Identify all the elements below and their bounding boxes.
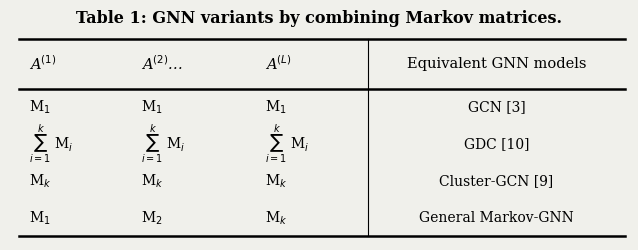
Text: M$_2$: M$_2$: [141, 209, 163, 226]
Text: Cluster-GCN [9]: Cluster-GCN [9]: [440, 174, 554, 188]
Text: M$_1$: M$_1$: [141, 98, 163, 116]
Text: A$^{(2)}$...: A$^{(2)}$...: [141, 54, 182, 73]
Text: M$_k$: M$_k$: [265, 172, 287, 190]
Text: A$^{(1)}$: A$^{(1)}$: [29, 54, 56, 73]
Text: Equivalent GNN models: Equivalent GNN models: [406, 57, 586, 71]
Text: M$_1$: M$_1$: [29, 209, 50, 226]
Text: $\sum_{i=1}^{k}$ M$_i$: $\sum_{i=1}^{k}$ M$_i$: [265, 122, 309, 166]
Text: M$_1$: M$_1$: [29, 98, 50, 116]
Text: $\sum_{i=1}^{k}$ M$_i$: $\sum_{i=1}^{k}$ M$_i$: [29, 122, 73, 166]
Text: A$^{(L)}$: A$^{(L)}$: [265, 54, 292, 73]
Text: M$_1$: M$_1$: [265, 98, 286, 116]
Text: Table 1: GNN variants by combining Markov matrices.: Table 1: GNN variants by combining Marko…: [76, 10, 562, 27]
Text: General Markov-GNN: General Markov-GNN: [419, 211, 574, 225]
Text: M$_k$: M$_k$: [141, 172, 163, 190]
Text: GDC [10]: GDC [10]: [464, 137, 529, 151]
Text: M$_k$: M$_k$: [29, 172, 51, 190]
Text: GCN [3]: GCN [3]: [468, 100, 525, 114]
Text: $\sum_{i=1}^{k}$ M$_i$: $\sum_{i=1}^{k}$ M$_i$: [141, 122, 185, 166]
Text: M$_k$: M$_k$: [265, 209, 287, 226]
